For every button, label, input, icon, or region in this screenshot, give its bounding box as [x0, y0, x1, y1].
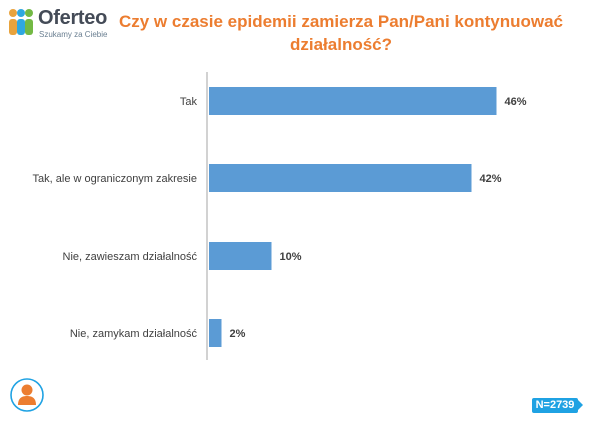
bar	[209, 164, 472, 192]
oferteo-logo: Oferteo Szukamy za Ciebie	[8, 6, 118, 42]
value-label: 46%	[505, 96, 527, 108]
bar	[209, 87, 497, 115]
sample-size-badge: N=2739	[532, 398, 583, 413]
logo-tagline: Szukamy za Ciebie	[39, 30, 108, 39]
category-label: Tak, ale w ograniczonym zakresie	[33, 173, 197, 185]
value-label: 2%	[230, 328, 246, 340]
bar	[209, 242, 272, 270]
logo-people-icon	[9, 9, 33, 35]
value-label: 42%	[480, 173, 502, 185]
category-label: Tak	[180, 96, 198, 108]
bar	[209, 319, 222, 347]
chart-title: Czy w czasie epidemii zamierza Pan/Pani …	[118, 12, 564, 54]
category-label: Nie, zawieszam działalność	[63, 251, 198, 263]
category-label: Nie, zamykam działalność	[70, 328, 198, 340]
value-label: 10%	[280, 251, 302, 263]
logo-name: Oferteo	[38, 7, 108, 29]
person-icon	[10, 378, 44, 412]
